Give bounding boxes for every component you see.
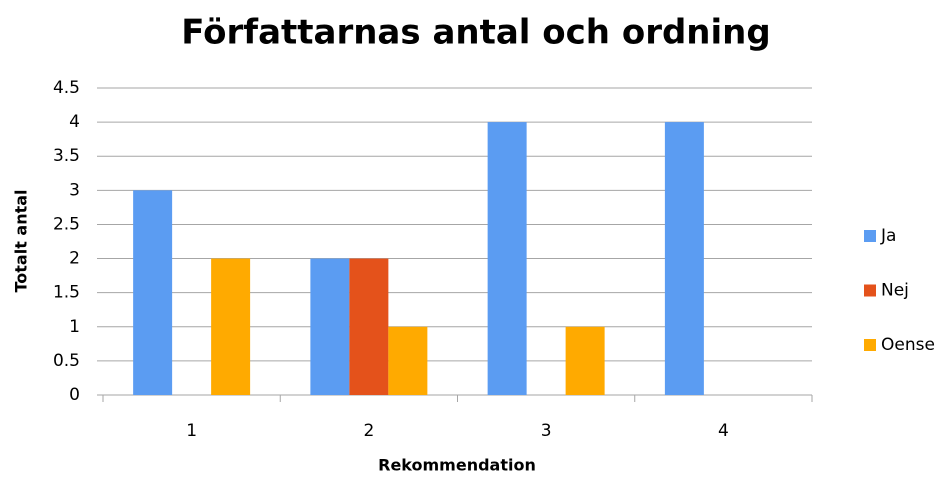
x-axis-label: Rekommendation xyxy=(378,456,536,475)
legend-label: Nej xyxy=(881,281,909,301)
y-axis-label: Totalt antal xyxy=(12,189,31,292)
y-tick-label: 3 xyxy=(69,180,80,200)
legend-label: Ja xyxy=(880,226,896,246)
x-tick-label: 4 xyxy=(718,421,729,441)
legend-swatch xyxy=(864,284,876,297)
y-tick-label: 2 xyxy=(69,249,80,269)
y-tick-label: 1.5 xyxy=(53,283,80,303)
legend-label: Oense xyxy=(881,335,935,355)
bar xyxy=(349,258,389,395)
x-tick-label: 2 xyxy=(363,421,374,441)
y-tick-label: 3.5 xyxy=(53,146,80,166)
bar xyxy=(565,326,605,395)
y-tick-label: 1 xyxy=(69,317,80,337)
bar xyxy=(664,122,704,395)
legend-swatch xyxy=(864,230,876,242)
x-tick-label: 1 xyxy=(186,421,197,441)
y-tick-label: 4 xyxy=(69,112,80,132)
bar xyxy=(133,190,173,395)
bar xyxy=(310,258,350,395)
y-tick-label: 4.5 xyxy=(53,78,80,98)
bar xyxy=(487,122,527,395)
x-tick-label: 3 xyxy=(541,421,552,441)
chart-title: Författarnas antal och ordning xyxy=(181,13,770,53)
y-tick-label: 0 xyxy=(69,385,80,405)
legend-swatch xyxy=(864,339,876,351)
y-tick-label: 0.5 xyxy=(53,351,80,371)
bar xyxy=(388,326,428,395)
bar xyxy=(211,258,251,395)
y-tick-label: 2.5 xyxy=(53,214,80,234)
